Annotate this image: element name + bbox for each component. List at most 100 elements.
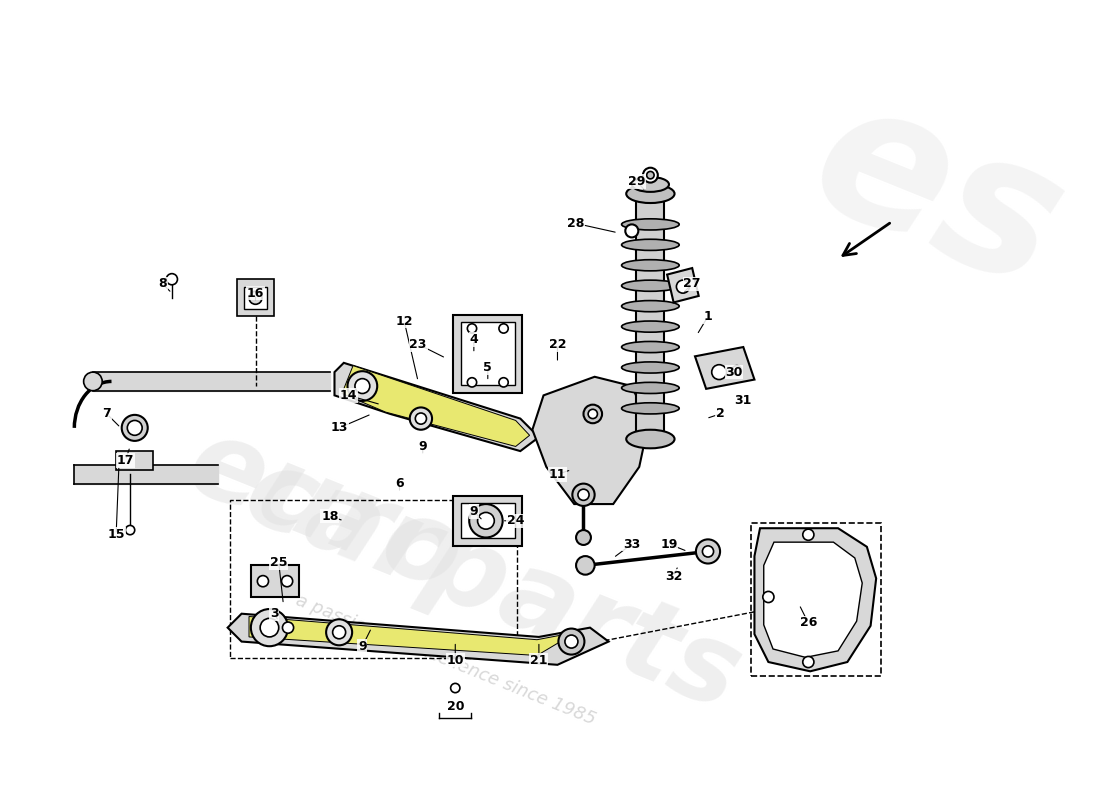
Circle shape: [762, 591, 774, 602]
Circle shape: [576, 530, 591, 545]
Circle shape: [282, 576, 293, 586]
Ellipse shape: [626, 185, 674, 203]
Circle shape: [676, 280, 690, 293]
Text: 27: 27: [683, 278, 701, 290]
Polygon shape: [117, 451, 153, 470]
Circle shape: [355, 378, 370, 394]
Text: 23: 23: [409, 338, 427, 350]
Text: 12: 12: [395, 314, 412, 327]
Circle shape: [283, 622, 294, 634]
Circle shape: [644, 168, 658, 182]
Polygon shape: [755, 528, 877, 671]
Circle shape: [703, 546, 714, 557]
Circle shape: [326, 619, 352, 646]
Circle shape: [712, 365, 727, 379]
Text: 28: 28: [568, 217, 585, 230]
Text: 32: 32: [664, 570, 682, 583]
Text: 4: 4: [470, 333, 478, 346]
Text: es: es: [789, 62, 1088, 329]
Text: 9: 9: [358, 640, 366, 653]
Circle shape: [451, 683, 460, 693]
Polygon shape: [532, 377, 649, 504]
Polygon shape: [244, 286, 266, 309]
Circle shape: [647, 171, 654, 179]
Polygon shape: [461, 503, 515, 538]
Text: 25: 25: [270, 556, 287, 569]
Polygon shape: [334, 363, 539, 451]
Text: 31: 31: [735, 394, 752, 406]
Ellipse shape: [621, 219, 679, 230]
Text: euro: euro: [173, 408, 477, 614]
Ellipse shape: [631, 177, 669, 192]
Polygon shape: [228, 614, 608, 665]
Polygon shape: [251, 566, 299, 597]
Circle shape: [803, 657, 814, 667]
Ellipse shape: [84, 372, 102, 390]
Text: 16: 16: [246, 286, 264, 300]
Circle shape: [166, 274, 177, 285]
Circle shape: [803, 529, 814, 540]
Ellipse shape: [621, 280, 679, 291]
Text: 17: 17: [117, 454, 134, 467]
Polygon shape: [763, 542, 862, 658]
Text: 13: 13: [330, 422, 348, 434]
Circle shape: [499, 378, 508, 387]
Text: 7: 7: [102, 407, 111, 421]
Polygon shape: [342, 366, 529, 446]
Circle shape: [477, 513, 494, 529]
Circle shape: [249, 291, 262, 304]
Polygon shape: [453, 314, 522, 393]
Circle shape: [499, 324, 508, 333]
Text: 5: 5: [483, 361, 492, 374]
Circle shape: [122, 415, 147, 441]
Polygon shape: [461, 322, 515, 385]
Circle shape: [583, 405, 602, 423]
Text: 20: 20: [447, 700, 464, 713]
Polygon shape: [236, 279, 274, 316]
Text: 21: 21: [530, 654, 548, 666]
Circle shape: [251, 609, 288, 646]
Circle shape: [576, 556, 595, 574]
Text: 24: 24: [507, 514, 525, 527]
Text: 1: 1: [704, 310, 713, 323]
Text: 10: 10: [447, 654, 464, 666]
Polygon shape: [667, 268, 698, 302]
Text: 26: 26: [800, 617, 817, 630]
Circle shape: [578, 489, 590, 500]
Circle shape: [468, 324, 476, 333]
Text: 29: 29: [628, 175, 645, 188]
Circle shape: [348, 371, 377, 401]
Circle shape: [588, 410, 597, 418]
Polygon shape: [695, 347, 755, 389]
Ellipse shape: [626, 430, 674, 448]
Text: 11: 11: [549, 468, 566, 481]
Circle shape: [125, 526, 134, 534]
Circle shape: [332, 626, 345, 638]
Text: 14: 14: [340, 389, 358, 402]
Circle shape: [261, 618, 278, 637]
Text: 9: 9: [470, 505, 478, 518]
Ellipse shape: [621, 382, 679, 394]
Text: 3: 3: [270, 607, 278, 620]
Circle shape: [409, 407, 432, 430]
Text: 15: 15: [108, 528, 125, 542]
Circle shape: [128, 421, 142, 435]
Circle shape: [572, 484, 595, 506]
Ellipse shape: [621, 321, 679, 332]
Circle shape: [468, 378, 476, 387]
Text: 2: 2: [716, 407, 725, 421]
Circle shape: [416, 413, 427, 424]
Ellipse shape: [621, 402, 679, 414]
Text: 22: 22: [549, 338, 566, 350]
Polygon shape: [637, 186, 664, 437]
Text: carparts: carparts: [230, 438, 756, 734]
Polygon shape: [249, 617, 576, 655]
Text: 30: 30: [725, 366, 742, 378]
Polygon shape: [453, 496, 522, 546]
Text: 33: 33: [624, 538, 640, 550]
Bar: [230, 500, 517, 658]
Text: 9: 9: [418, 440, 427, 453]
Ellipse shape: [621, 342, 679, 353]
Text: 8: 8: [158, 278, 167, 290]
Ellipse shape: [621, 239, 679, 250]
